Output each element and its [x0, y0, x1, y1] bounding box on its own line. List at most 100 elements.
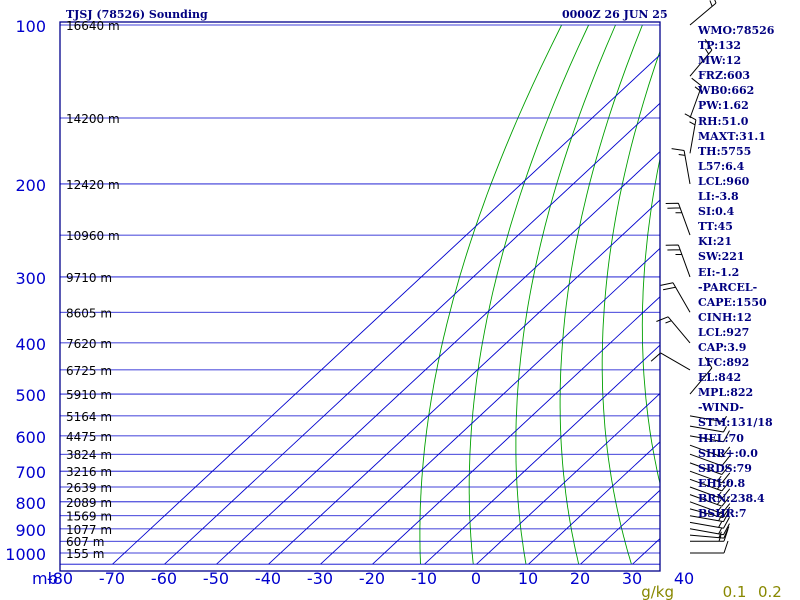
- index-item: TT:45: [698, 220, 733, 234]
- isotherm: [164, 102, 660, 565]
- stability-indices-panel: WMO:78526 TP:132 MW:12 FRZ:603 WB0:662 PW:1.6…: [698, 23, 798, 521]
- index-item: FRZ:603: [698, 69, 751, 83]
- dry-adiabat: [515, 24, 616, 565]
- wind-barb: [689, 356, 713, 395]
- height-label: 607 m: [66, 535, 104, 549]
- height-label: 5164 m: [66, 410, 112, 424]
- plot-frame: [59, 21, 661, 572]
- temperature-tick-label: -10: [411, 569, 437, 588]
- plot-border: [59, 21, 661, 572]
- index-item: -WIND-: [698, 401, 744, 415]
- height-label: 1077 m: [66, 523, 112, 537]
- wind-barb: [689, 77, 703, 119]
- temperature-tick-label: 40: [674, 569, 694, 588]
- index-item: TH:5755: [698, 144, 752, 158]
- temperature-tick-label: -20: [359, 569, 385, 588]
- wind-barb: [689, 494, 731, 507]
- wind-barb: [689, 430, 730, 443]
- dry-adiabat: [419, 24, 563, 565]
- height-label: 1569 m: [66, 510, 112, 524]
- wind-barb: [689, 444, 731, 458]
- height-label: 6725 m: [66, 364, 112, 378]
- wind-barb: [690, 540, 729, 554]
- temperature-tick-label: -60: [151, 569, 177, 588]
- index-item: CINH:12: [698, 310, 752, 324]
- height-label: 2089 m: [66, 496, 112, 510]
- temperature-tick-label: 10: [518, 569, 538, 588]
- axis-unit-label: mb: [32, 569, 58, 588]
- wind-barb: [689, 526, 730, 539]
- height-label: 3216 m: [66, 465, 112, 479]
- index-item: LI:-3.8: [698, 190, 739, 204]
- pressure-label: 900: [15, 521, 46, 540]
- pressure-label: 500: [15, 386, 46, 405]
- wind-barb: [689, 453, 731, 467]
- wind-barb: [689, 425, 727, 433]
- pressure-label: 200: [15, 176, 46, 195]
- isotherm: [424, 344, 660, 565]
- isotherm: [528, 441, 660, 565]
- index-item: STM:131/18: [698, 416, 773, 430]
- temperature-tick-label: -70: [99, 569, 125, 588]
- wind-barb: [689, 486, 731, 500]
- index-item: SRDS:79: [698, 461, 752, 475]
- height-label: 5910 m: [66, 388, 112, 402]
- isotherm: [372, 296, 660, 565]
- height-label: 10960 m: [66, 229, 120, 243]
- index-item: KI:21: [698, 235, 733, 249]
- pressure-label: 300: [15, 269, 46, 288]
- wind-barb: [689, 501, 731, 514]
- mixing-ratio-label: 0.1: [723, 583, 747, 600]
- index-item: L57:6.4: [698, 159, 745, 173]
- wind-barb: [656, 316, 691, 344]
- index-item: LFC:892: [698, 356, 750, 370]
- index-item: WB0:662: [698, 84, 755, 98]
- index-item: HEL:70: [698, 431, 744, 445]
- height-label: 3824 m: [66, 448, 112, 462]
- temperature-tick-label: 0: [471, 569, 481, 588]
- pressure-label: 100: [15, 17, 46, 36]
- index-item: EL:842: [698, 371, 742, 385]
- wind-barb: [684, 113, 697, 154]
- isotherm: [268, 199, 660, 565]
- wind-barb: [689, 0, 717, 26]
- dry-adiabat: [641, 156, 660, 486]
- temperature-tick-label: -50: [203, 569, 229, 588]
- isotherm: [476, 392, 660, 565]
- temperature-tick-label: -80: [47, 569, 73, 588]
- wind-barb: [671, 148, 691, 184]
- temperature-tick-label: -30: [307, 569, 333, 588]
- background-grid: [60, 24, 660, 565]
- index-item: EHI:0.8: [698, 476, 746, 490]
- height-label: 2639 m: [66, 481, 112, 495]
- wind-barb: [689, 510, 730, 523]
- isotherm: [112, 54, 660, 565]
- index-item: SHR+:0.0: [698, 446, 758, 460]
- height-label: 4475 m: [66, 430, 112, 444]
- mixing-ratio-label: 0.2: [758, 583, 782, 600]
- height-label: 7620 m: [66, 337, 112, 351]
- sounding-datetime: 0000Z 26 JUN 25: [562, 8, 668, 21]
- height-label: 14200 m: [66, 112, 120, 126]
- height-label: 9710 m: [66, 271, 112, 285]
- index-item: SI:0.4: [698, 205, 735, 219]
- temperature-tick-label: -40: [255, 569, 281, 588]
- index-item: LCL:927: [698, 325, 750, 339]
- index-item: LCL:960: [698, 174, 750, 188]
- wind-barb: [665, 202, 691, 236]
- wind-barb: [689, 506, 731, 519]
- pressure-label: 1000: [5, 545, 46, 564]
- wind-barb: [689, 478, 731, 492]
- height-label: 16640 m: [66, 19, 120, 33]
- wind-barb: [689, 39, 713, 77]
- dry-adiabat: [559, 24, 643, 565]
- index-item: PW:1.62: [698, 99, 749, 113]
- wind-barb: [650, 352, 691, 371]
- index-item: RH:51.0: [698, 114, 749, 128]
- index-item: BSHR:7: [698, 507, 747, 520]
- height-label: 12420 m: [66, 178, 120, 192]
- isotherm: [320, 247, 660, 565]
- index-item: TP:132: [698, 39, 742, 53]
